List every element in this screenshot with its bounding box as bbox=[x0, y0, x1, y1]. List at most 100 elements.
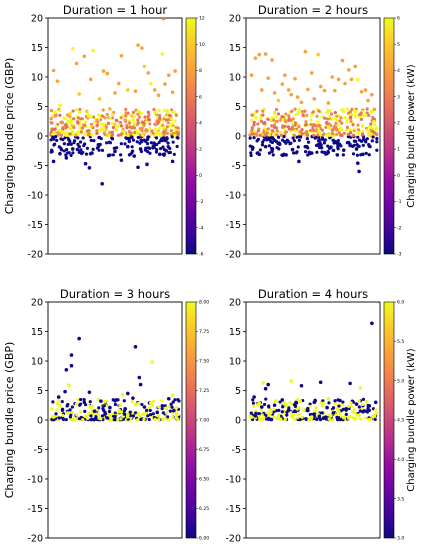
scatter-point bbox=[135, 140, 139, 144]
scatter-point bbox=[98, 129, 102, 133]
scatter-point bbox=[280, 114, 284, 119]
scatter-point bbox=[51, 68, 56, 73]
scatter-point bbox=[272, 111, 276, 115]
y-tick-label: -20 bbox=[27, 249, 43, 260]
scatter-point bbox=[162, 133, 166, 137]
scatter-point bbox=[96, 143, 101, 147]
scatter-point bbox=[290, 109, 294, 113]
scatter-point bbox=[316, 52, 320, 57]
scatter-point bbox=[161, 417, 165, 421]
scatter-point bbox=[349, 404, 353, 408]
scatter-point bbox=[110, 133, 114, 137]
scatter-point bbox=[270, 417, 274, 422]
scatter-point bbox=[133, 345, 138, 349]
scatter-point bbox=[337, 131, 342, 135]
scatter-point bbox=[373, 400, 378, 405]
scatter-point bbox=[137, 115, 142, 119]
scatter-point bbox=[347, 140, 351, 144]
y-tick-label: -5 bbox=[34, 161, 43, 172]
colorbar-tick-label: 6 bbox=[199, 94, 202, 100]
scatter-point bbox=[270, 58, 274, 62]
scatter-point bbox=[89, 114, 94, 118]
y-axis-label: Charging bundle price (GBP) bbox=[3, 58, 16, 215]
scatter-point bbox=[69, 353, 74, 357]
scatter-point bbox=[334, 140, 338, 144]
scatter-point bbox=[61, 138, 65, 142]
scatter-point bbox=[63, 131, 67, 135]
y-axis-label: Charging bundle price (GBP) bbox=[3, 342, 16, 499]
scatter-point bbox=[53, 132, 57, 136]
scatter-point bbox=[300, 109, 304, 114]
scatter-point bbox=[337, 404, 341, 408]
scatter-point bbox=[79, 397, 83, 402]
scatter-point bbox=[87, 390, 92, 395]
scatter-point bbox=[74, 61, 79, 66]
scatter-point bbox=[59, 129, 64, 134]
panel-title: Duration = 2 hours bbox=[258, 3, 368, 17]
scatter-point bbox=[83, 414, 88, 419]
y-tick-label: 0 bbox=[37, 415, 43, 426]
scatter-point bbox=[51, 159, 56, 164]
scatter-point bbox=[325, 111, 329, 115]
scatter-point bbox=[138, 141, 142, 145]
scatter-point bbox=[166, 111, 170, 115]
scatter-point bbox=[166, 141, 170, 145]
scatter-point bbox=[267, 151, 272, 155]
scatter-point bbox=[153, 417, 157, 421]
scatter-point bbox=[155, 142, 159, 147]
scatter-point bbox=[367, 113, 371, 117]
scatter-point bbox=[68, 111, 72, 116]
scatter-point bbox=[373, 123, 377, 127]
scatter-point bbox=[136, 135, 140, 139]
scatter-point bbox=[290, 127, 294, 131]
scatter-point bbox=[150, 129, 154, 133]
scatter-point bbox=[60, 120, 64, 125]
scatter-point bbox=[123, 118, 128, 122]
scatter-point bbox=[272, 118, 276, 122]
scatter-point bbox=[115, 127, 119, 132]
scatter-point bbox=[343, 81, 347, 86]
scatter-point bbox=[76, 121, 80, 125]
colorbar bbox=[185, 17, 197, 255]
scatter-point bbox=[286, 139, 291, 144]
scatter-point bbox=[82, 54, 87, 59]
colorbar-tick-label: 4 bbox=[397, 68, 400, 74]
scatter-point bbox=[375, 133, 379, 137]
scatter-point bbox=[266, 382, 271, 387]
scatter-point bbox=[154, 123, 158, 127]
scatter-point bbox=[124, 136, 128, 140]
scatter-point bbox=[110, 121, 114, 126]
scatter-point bbox=[132, 122, 136, 126]
scatter-point bbox=[83, 120, 88, 124]
panel-title: Duration = 4 hours bbox=[258, 287, 368, 301]
scatter-point bbox=[91, 48, 96, 53]
scatter-point bbox=[100, 114, 105, 118]
scatter-point bbox=[364, 151, 368, 155]
scatter-point bbox=[164, 148, 168, 153]
y-tick-label: -15 bbox=[27, 504, 43, 515]
scatter-point bbox=[248, 133, 253, 137]
scatter-point bbox=[87, 166, 92, 170]
scatter-point bbox=[309, 415, 314, 419]
scatter-point bbox=[333, 116, 338, 120]
scatter-point bbox=[283, 417, 287, 421]
scatter-point bbox=[62, 142, 66, 146]
scatter-point bbox=[285, 413, 289, 417]
scatter-point bbox=[373, 408, 378, 412]
scatter-point bbox=[124, 114, 128, 118]
scatter-point bbox=[110, 411, 115, 416]
scatter-point bbox=[288, 118, 293, 122]
scatter-point bbox=[251, 401, 256, 405]
scatter-point bbox=[165, 415, 170, 419]
scatter-point bbox=[169, 402, 173, 406]
scatter-point bbox=[322, 132, 326, 136]
scatter-point bbox=[353, 115, 358, 119]
scatter-point bbox=[103, 116, 107, 120]
scatter-point bbox=[249, 151, 253, 155]
scatter-point bbox=[70, 129, 74, 133]
scatter-point bbox=[150, 360, 154, 364]
scatter-point bbox=[358, 409, 362, 413]
scatter-point bbox=[276, 414, 281, 419]
scatter-point bbox=[98, 114, 102, 118]
scatter-point bbox=[142, 64, 147, 69]
